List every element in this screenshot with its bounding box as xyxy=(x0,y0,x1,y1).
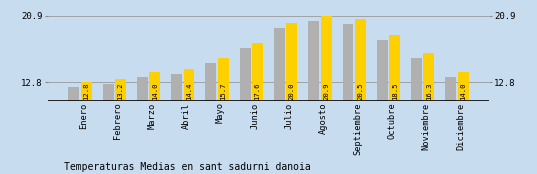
Bar xyxy=(389,35,400,101)
Bar xyxy=(218,58,229,101)
Text: 14.0: 14.0 xyxy=(152,82,158,100)
Text: 16.3: 16.3 xyxy=(426,82,432,100)
Text: 17.6: 17.6 xyxy=(255,82,260,100)
Bar xyxy=(206,63,216,101)
Bar xyxy=(458,72,469,101)
Bar xyxy=(103,84,114,101)
Text: 18.5: 18.5 xyxy=(391,82,397,100)
Text: 14.0: 14.0 xyxy=(460,82,466,100)
Bar xyxy=(149,72,160,101)
Bar xyxy=(423,53,434,101)
Bar xyxy=(184,69,194,101)
Bar xyxy=(286,23,297,101)
Bar xyxy=(321,16,331,101)
Text: 12.8: 12.8 xyxy=(83,82,89,100)
Bar xyxy=(377,40,388,101)
Bar xyxy=(115,79,126,101)
Text: 20.5: 20.5 xyxy=(357,82,364,100)
Text: Temperaturas Medias en sant sadurni danoia: Temperaturas Medias en sant sadurni dano… xyxy=(64,162,311,172)
Bar xyxy=(81,82,92,101)
Text: 15.7: 15.7 xyxy=(220,82,226,100)
Bar xyxy=(252,43,263,101)
Text: 13.2: 13.2 xyxy=(118,82,124,100)
Bar xyxy=(240,48,251,101)
Bar xyxy=(411,58,422,101)
Bar xyxy=(343,24,353,101)
Bar xyxy=(68,87,79,101)
Bar xyxy=(445,77,456,101)
Bar xyxy=(355,19,366,101)
Text: 20.0: 20.0 xyxy=(289,82,295,100)
Bar xyxy=(137,77,148,101)
Bar xyxy=(274,28,285,101)
Bar xyxy=(308,21,319,101)
Bar xyxy=(171,74,182,101)
Text: 14.4: 14.4 xyxy=(186,82,192,100)
Text: 20.9: 20.9 xyxy=(323,82,329,100)
